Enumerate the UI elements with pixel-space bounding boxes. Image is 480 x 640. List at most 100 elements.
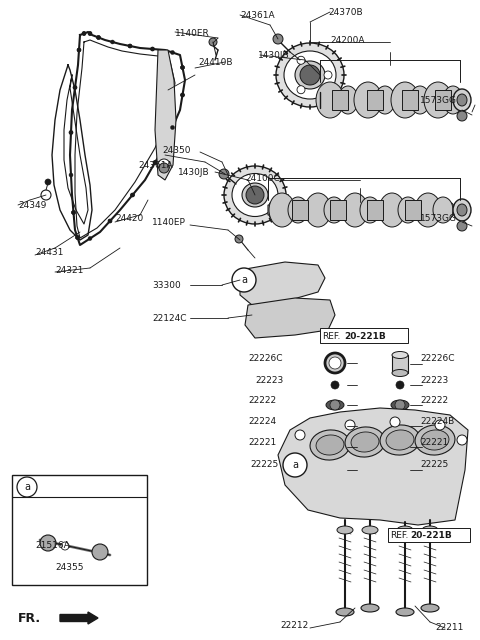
Circle shape: [17, 477, 37, 497]
Text: 22222: 22222: [248, 396, 276, 404]
Circle shape: [324, 71, 332, 79]
Bar: [435, 90, 451, 110]
Text: REF.: REF.: [390, 531, 408, 540]
Text: 24410B: 24410B: [198, 58, 232, 67]
Ellipse shape: [351, 432, 379, 452]
Ellipse shape: [396, 608, 414, 616]
Circle shape: [329, 357, 341, 369]
Polygon shape: [245, 298, 335, 338]
Ellipse shape: [338, 86, 358, 114]
Text: 22225: 22225: [250, 460, 278, 468]
Circle shape: [395, 400, 405, 410]
Circle shape: [82, 31, 86, 35]
Ellipse shape: [398, 197, 418, 223]
Text: 1140ER: 1140ER: [175, 29, 210, 38]
Text: 33300: 33300: [152, 280, 181, 289]
Ellipse shape: [295, 61, 325, 89]
Circle shape: [325, 353, 345, 373]
Text: FR.: FR.: [18, 611, 41, 625]
Circle shape: [77, 48, 81, 52]
Circle shape: [300, 65, 320, 85]
Ellipse shape: [354, 82, 382, 118]
Ellipse shape: [392, 369, 408, 376]
Ellipse shape: [393, 438, 407, 456]
Bar: [367, 200, 383, 220]
Text: 1573GG: 1573GG: [420, 214, 457, 223]
Text: 24321: 24321: [55, 266, 84, 275]
Bar: [402, 90, 418, 110]
Circle shape: [69, 173, 73, 177]
Ellipse shape: [288, 197, 308, 223]
Circle shape: [88, 237, 92, 241]
Text: 1140EP: 1140EP: [152, 218, 186, 227]
Circle shape: [232, 268, 256, 292]
Circle shape: [219, 169, 229, 179]
Ellipse shape: [453, 199, 471, 221]
Circle shape: [88, 31, 92, 35]
Circle shape: [396, 422, 404, 430]
Bar: [367, 90, 383, 110]
Text: 22225: 22225: [420, 460, 448, 468]
Text: 24349: 24349: [18, 200, 47, 209]
Bar: [405, 200, 421, 220]
Ellipse shape: [392, 421, 408, 431]
Circle shape: [246, 186, 264, 204]
Text: 22224: 22224: [248, 417, 276, 426]
Circle shape: [73, 86, 77, 90]
Text: 22212: 22212: [280, 621, 308, 630]
Circle shape: [170, 51, 175, 54]
Text: 24361A: 24361A: [138, 161, 173, 170]
Circle shape: [273, 34, 283, 44]
Circle shape: [61, 542, 69, 550]
Text: 1573GG: 1573GG: [420, 95, 457, 104]
Ellipse shape: [345, 427, 385, 457]
Circle shape: [96, 35, 100, 40]
Text: 24370B: 24370B: [328, 8, 362, 17]
Ellipse shape: [380, 425, 420, 455]
Circle shape: [153, 161, 157, 164]
Ellipse shape: [443, 86, 463, 114]
Ellipse shape: [375, 86, 395, 114]
Text: 20-221B: 20-221B: [344, 332, 386, 340]
Circle shape: [345, 420, 355, 430]
Circle shape: [69, 131, 73, 134]
Circle shape: [92, 544, 108, 560]
Polygon shape: [268, 200, 462, 220]
Polygon shape: [278, 408, 468, 525]
Circle shape: [457, 111, 467, 121]
Circle shape: [297, 86, 305, 93]
Circle shape: [131, 193, 134, 197]
Text: 20-221B: 20-221B: [410, 531, 452, 540]
Circle shape: [73, 86, 77, 90]
Circle shape: [330, 400, 340, 410]
Text: 24361A: 24361A: [240, 10, 275, 19]
Bar: [388, 528, 470, 542]
Text: 24431: 24431: [35, 248, 63, 257]
Circle shape: [159, 163, 169, 173]
Ellipse shape: [457, 204, 467, 216]
Ellipse shape: [424, 82, 452, 118]
Bar: [332, 90, 348, 110]
Ellipse shape: [422, 526, 438, 534]
Ellipse shape: [336, 608, 354, 616]
Circle shape: [390, 417, 400, 427]
Ellipse shape: [310, 430, 350, 460]
Circle shape: [110, 40, 115, 44]
Ellipse shape: [421, 604, 439, 612]
Text: 1430JB: 1430JB: [258, 51, 289, 60]
Text: 22226C: 22226C: [420, 353, 455, 362]
Bar: [12, 475, 147, 585]
Ellipse shape: [391, 82, 419, 118]
Circle shape: [180, 65, 184, 70]
Ellipse shape: [433, 197, 453, 223]
Text: 22221: 22221: [248, 438, 276, 447]
Text: 22226C: 22226C: [248, 353, 283, 362]
Ellipse shape: [391, 400, 409, 410]
Circle shape: [108, 219, 112, 223]
Bar: [292, 200, 308, 220]
Text: a: a: [24, 482, 30, 492]
Circle shape: [128, 44, 132, 48]
Circle shape: [75, 236, 80, 239]
Circle shape: [170, 125, 175, 129]
Circle shape: [40, 535, 56, 551]
